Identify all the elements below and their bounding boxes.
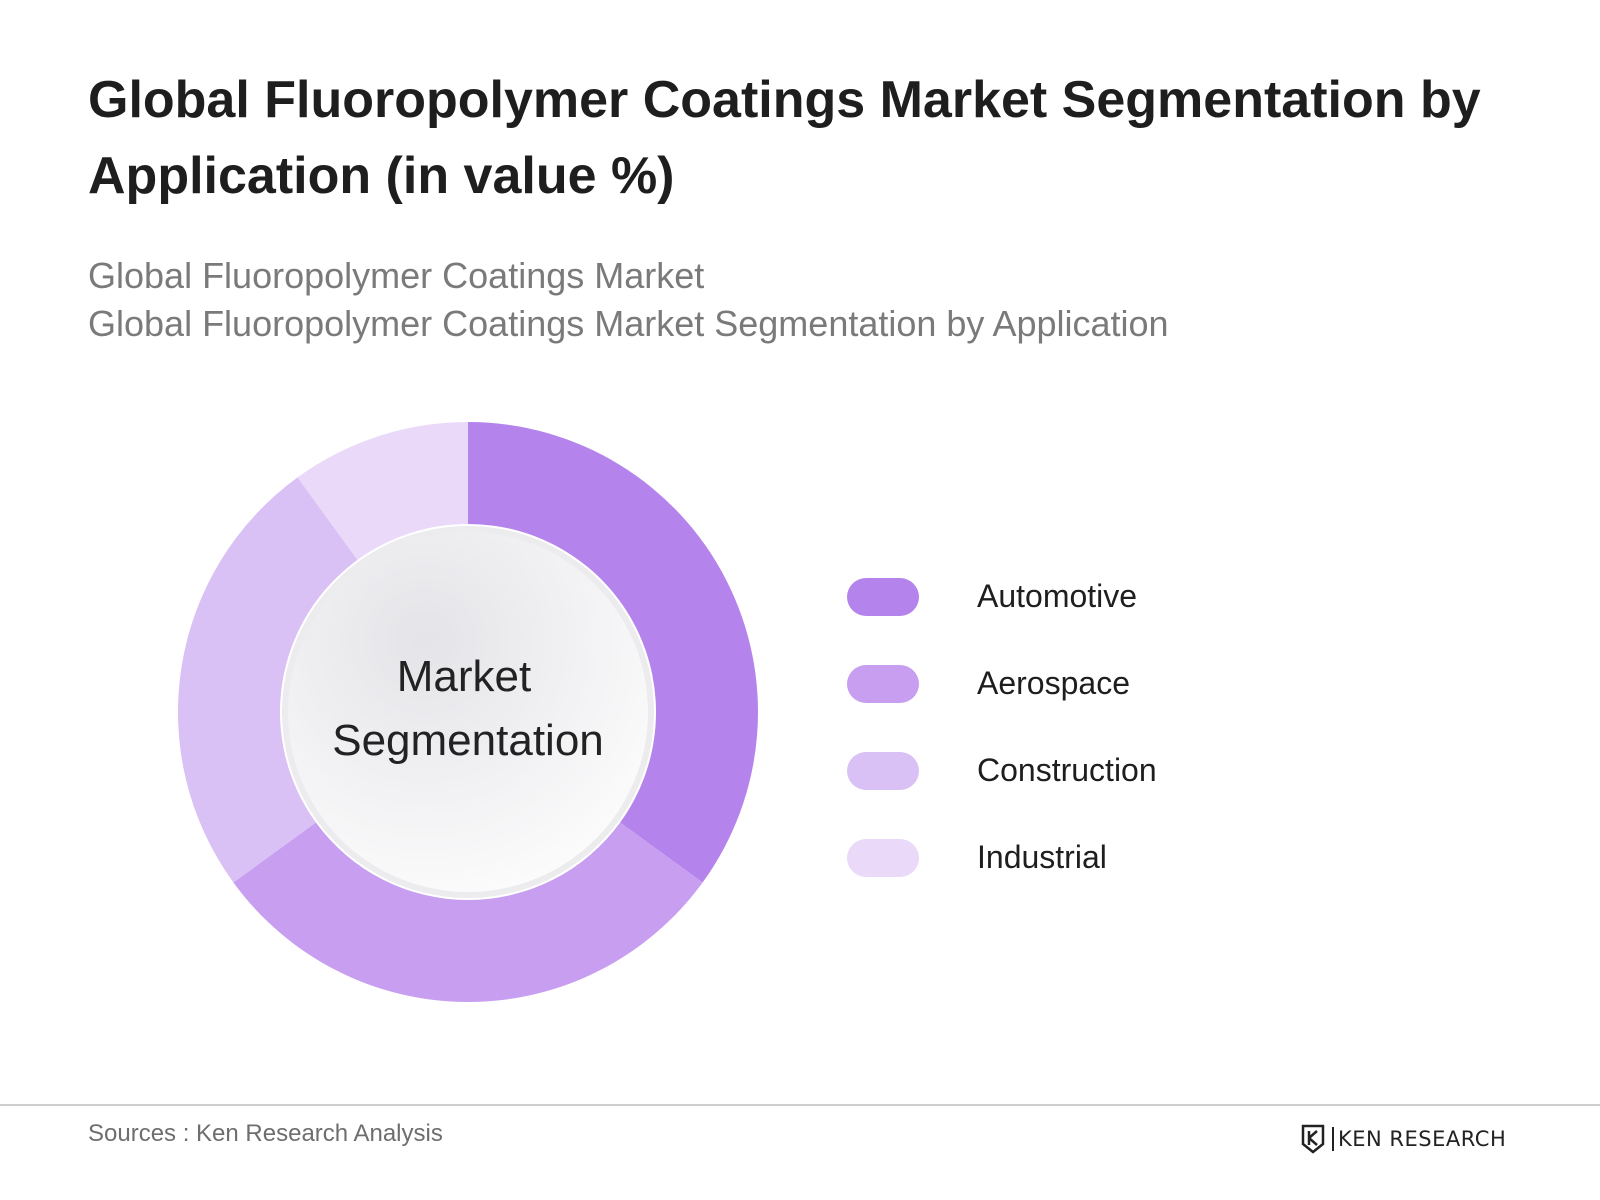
- logo-separator: [1332, 1127, 1334, 1151]
- donut-center: [288, 532, 648, 892]
- footer-divider: [0, 1104, 1600, 1106]
- donut-chart: Market Segmentation: [178, 422, 758, 1002]
- legend-label: Automotive: [977, 578, 1138, 614]
- donut-slice-aerospace: [233, 822, 703, 1002]
- legend-swatch: [847, 839, 919, 877]
- center-label-line-1: Market: [397, 652, 531, 701]
- legend-label: Industrial: [977, 839, 1107, 875]
- donut-slice-construction: [178, 477, 358, 883]
- legend-item-automotive: Automotive: [847, 560, 1347, 647]
- legend-item-construction: Construction: [847, 734, 1347, 821]
- legend-item-industrial: Industrial: [847, 821, 1347, 908]
- subtitle-line-1: Global Fluoropolymer Coatings Market: [88, 255, 705, 296]
- donut-slice-automotive: [468, 422, 758, 883]
- legend-swatch: [847, 578, 919, 616]
- legend-label: Aerospace: [977, 665, 1130, 701]
- ken-research-logo: KEN RESEARCH: [1300, 1122, 1506, 1156]
- chart-title: Global Fluoropolymer Coatings Market Seg…: [88, 71, 1481, 205]
- chart-legend: Automotive Aerospace Construction Indust…: [847, 560, 1347, 908]
- subtitle-line-2: Global Fluoropolymer Coatings Market Seg…: [88, 303, 1169, 344]
- donut-slice-industrial: [297, 422, 468, 560]
- legend-item-aerospace: Aerospace: [847, 647, 1347, 734]
- chart-subtitle: Global Fluoropolymer Coatings Market Glo…: [88, 252, 1528, 348]
- center-label-line-2: Segmentation: [332, 716, 604, 765]
- sources-note: Sources : Ken Research Analysis: [88, 1120, 443, 1147]
- donut-slices: [178, 422, 758, 1002]
- logo-text: KEN RESEARCH: [1338, 1127, 1507, 1151]
- legend-label: Construction: [977, 752, 1157, 788]
- legend-swatch: [847, 665, 919, 703]
- legend-swatch: [847, 752, 919, 790]
- ken-research-logo-icon: [1301, 1124, 1325, 1154]
